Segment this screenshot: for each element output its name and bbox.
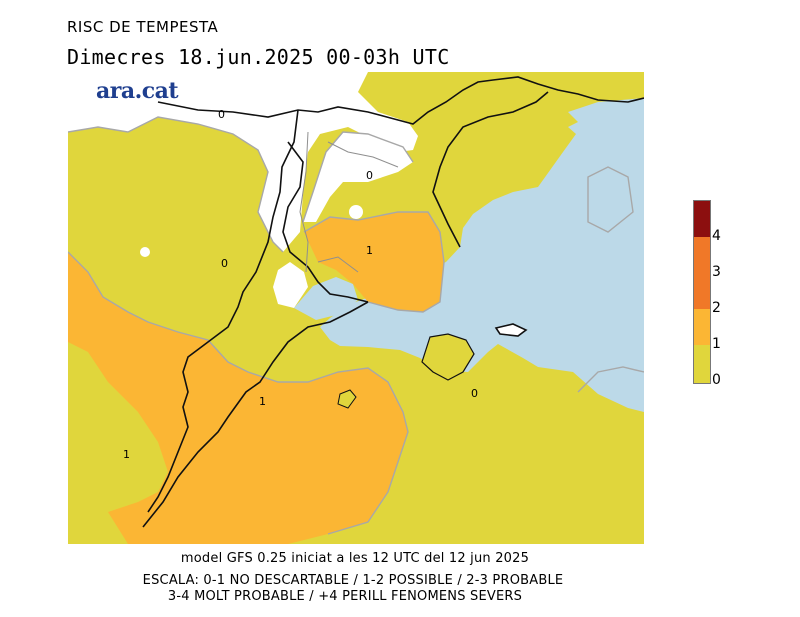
legend-label-1: 1 xyxy=(712,336,721,352)
scale-legend-line-2: 3-4 MOLT PROBABLE / +4 PERILL FENOMENS S… xyxy=(167,589,523,604)
risk-level-0-topleft xyxy=(68,72,118,122)
risk-level-0-spot xyxy=(349,205,363,219)
forecast-time-subtitle: Dimecres 18.jun.2025 00-03h UTC xyxy=(67,45,450,69)
province-lines xyxy=(299,131,399,273)
legend-color-level-2 xyxy=(694,273,710,309)
ara-cat-logo: ara.cat xyxy=(96,78,179,104)
risk-level-0-spot-2 xyxy=(140,247,150,257)
contour-label-0-mallorca: 0 xyxy=(471,387,478,400)
risk-level-0-north-2 xyxy=(303,132,413,222)
legend-color-level-0 xyxy=(694,345,710,383)
legend-color-level-1 xyxy=(694,309,710,345)
island-menorca xyxy=(494,323,528,337)
risk-legend-colorbar xyxy=(693,200,711,384)
legend-label-2: 2 xyxy=(712,300,721,316)
sea-area-valencia xyxy=(294,277,358,320)
risk-level-2-southwest xyxy=(68,252,408,544)
sea-area-gulf xyxy=(568,98,644,162)
map-svg: 0 0 0 1 1 1 0 xyxy=(68,72,644,544)
risk-level-0-north xyxy=(68,72,418,252)
sea-area xyxy=(320,100,644,412)
island-ibiza xyxy=(337,389,357,409)
model-info-line: model GFS 0.25 iniciat a les 12 UTC del … xyxy=(180,551,530,566)
scale-legend-line-1: ESCALA: 0-1 NO DESCARTABLE / 1-2 POSSIBL… xyxy=(142,573,564,588)
contour-label-1-west: 1 xyxy=(123,448,130,461)
contour-label-1-catalonia: 1 xyxy=(366,244,373,257)
risk-level-0-coast xyxy=(273,262,308,308)
island-mallorca xyxy=(421,333,475,381)
borders xyxy=(142,76,644,528)
legend-color-level-3 xyxy=(694,237,710,273)
chart-title: RISC DE TEMPESTA xyxy=(67,18,219,36)
risk-contour-lines xyxy=(68,116,644,535)
contour-label-1-valencia: 1 xyxy=(259,395,266,408)
legend-color-max xyxy=(694,201,710,237)
contour-label-0-pyrenees: 0 xyxy=(221,257,228,270)
risk-level-2-catalonia xyxy=(304,212,444,312)
legend-label-0: 0 xyxy=(712,372,721,388)
contour-label-0-top: 0 xyxy=(218,108,225,121)
storm-risk-map: 0 0 0 1 1 1 0 xyxy=(68,72,644,544)
legend-label-4: 4 xyxy=(712,228,721,244)
contour-label-0-north: 0 xyxy=(366,169,373,182)
legend-label-3: 3 xyxy=(712,264,721,280)
